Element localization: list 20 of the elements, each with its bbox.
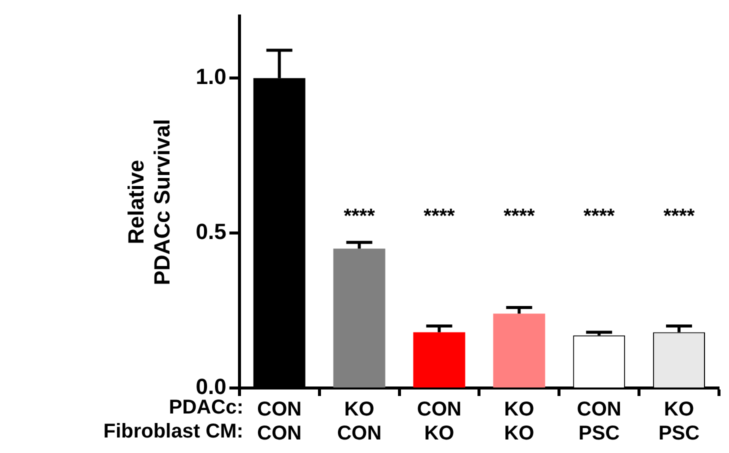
text: PDACc: — [168, 396, 244, 419]
x-tick-label: KO PSC — [658, 398, 700, 445]
annotation: **** — [663, 205, 695, 228]
x-tick-label: CON PSC — [576, 398, 622, 445]
x-tick-label: KO CON — [337, 398, 382, 445]
y-axis-title: Relative PDACc Survival — [123, 118, 175, 286]
bar — [413, 332, 466, 388]
y-tick-label: 0.5 — [196, 219, 226, 244]
y-tick-label: 1.0 — [196, 64, 226, 90]
bar — [493, 314, 546, 388]
annotation: **** — [424, 205, 456, 228]
x-tick-label: CON KO — [416, 398, 462, 445]
x-tick-label: KO KO — [504, 398, 534, 445]
annotation: **** — [344, 205, 376, 228]
text: Fibroblast CM: — [103, 420, 244, 443]
y-tick-label: 0.0 — [196, 374, 226, 400]
x-tick-label: CON CON — [257, 398, 302, 445]
bar — [333, 248, 386, 388]
annotation: **** — [504, 205, 535, 228]
annotation: **** — [584, 205, 615, 228]
